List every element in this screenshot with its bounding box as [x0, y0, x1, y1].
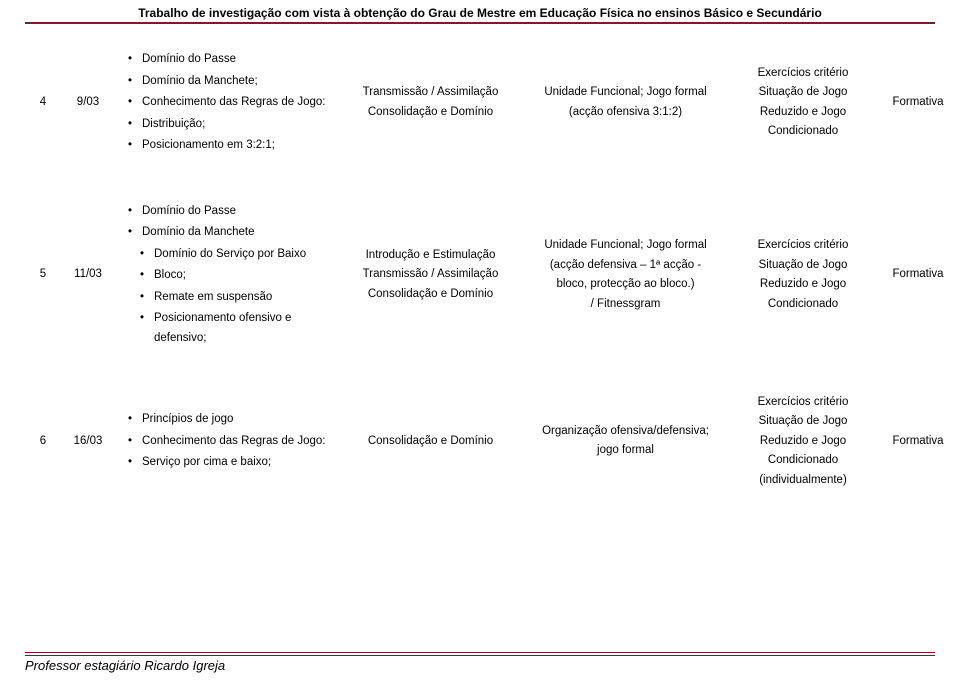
table-row: 4 9/03 Domínio do Passe Domínio da Manch…: [26, 40, 960, 167]
list-item: Conhecimento das Regras de Jogo:: [128, 432, 334, 452]
table-row: 5 11/03 Domínio do Passe Domínio da Manc…: [26, 191, 960, 359]
row-date: 11/03: [61, 191, 116, 359]
list-item: Distribuição;: [128, 115, 334, 135]
func-line: bloco, protecção ao bloco.): [527, 275, 724, 295]
list-item: Princípios de jogo: [128, 410, 334, 430]
row-content: Princípios de jogo Conhecimento das Regr…: [116, 384, 341, 499]
list-item: Conhecimento das Regras de Jogo:: [128, 93, 334, 113]
list-item: Domínio do Passe: [128, 50, 334, 70]
row-content: Domínio do Passe Domínio da Manchete Dom…: [116, 191, 341, 359]
func-line: (acção defensiva – 1ª acção -: [527, 256, 724, 276]
ex-line: Condicionado: [737, 451, 869, 471]
method-line: Transmissão / Assimilação: [347, 265, 514, 285]
func-line: Organização ofensiva/defensiva;: [527, 422, 724, 442]
func-line: Unidade Funcional; Jogo formal: [527, 236, 724, 256]
ex-line: Reduzido e Jogo: [737, 275, 869, 295]
row-content: Domínio do Passe Domínio da Manchete; Co…: [116, 40, 341, 167]
table-row: 6 16/03 Princípios de jogo Conhecimento …: [26, 384, 960, 499]
row-method: Introdução e Estimulação Transmissão / A…: [341, 191, 521, 359]
plan-table: 4 9/03 Domínio do Passe Domínio da Manch…: [25, 39, 960, 499]
list-item: Remate em suspensão: [128, 288, 334, 308]
method-line: Transmissão / Assimilação: [347, 83, 514, 103]
list-item: Bloco;: [128, 266, 334, 286]
ex-line: Situação de Jogo: [737, 83, 869, 103]
ex-line: Condicionado: [737, 122, 869, 142]
row-method: Transmissão / Assimilação Consolidação e…: [341, 40, 521, 167]
ex-line: Exercícios critério: [737, 64, 869, 84]
func-line: (acção ofensiva 3:1:2): [527, 103, 724, 123]
row-form: Formativa: [876, 191, 960, 359]
row-exercises: Exercícios critério Situação de Jogo Red…: [731, 40, 876, 167]
ex-line: Exercícios critério: [737, 393, 869, 413]
row-method: Consolidação e Domínio: [341, 384, 521, 499]
ex-line: Reduzido e Jogo: [737, 103, 869, 123]
func-line: jogo formal: [527, 441, 724, 461]
row-num: 4: [26, 40, 61, 167]
main-content: 4 9/03 Domínio do Passe Domínio da Manch…: [0, 24, 960, 499]
list-item: Posicionamento ofensivo e defensivo;: [128, 309, 334, 348]
page-header: Trabalho de investigação com vista à obt…: [25, 0, 935, 24]
method-line: Consolidação e Domínio: [347, 432, 514, 452]
row-date: 16/03: [61, 384, 116, 499]
row-form: Formativa: [876, 40, 960, 167]
row-num: 5: [26, 191, 61, 359]
row-exercises: Exercícios critério Situação de Jogo Red…: [731, 384, 876, 499]
page-footer: Professor estagiário Ricardo Igreja: [25, 652, 935, 673]
list-item: Domínio da Manchete;: [128, 72, 334, 92]
list-item: Domínio da Manchete: [128, 223, 334, 243]
row-form: Formativa: [876, 384, 960, 499]
ex-line: Condicionado: [737, 295, 869, 315]
row-func: Organização ofensiva/defensiva; jogo for…: [521, 384, 731, 499]
ex-line: Situação de Jogo: [737, 412, 869, 432]
list-item: Domínio do Passe: [128, 202, 334, 222]
list-item: Serviço por cima e baixo;: [128, 453, 334, 473]
row-func: Unidade Funcional; Jogo formal (acção of…: [521, 40, 731, 167]
method-line: Consolidação e Domínio: [347, 103, 514, 123]
method-line: Introdução e Estimulação: [347, 246, 514, 266]
list-item: Domínio do Serviço por Baixo: [128, 245, 334, 265]
func-line: / Fitnessgram: [527, 295, 724, 315]
ex-line: (individualmente): [737, 471, 869, 491]
row-num: 6: [26, 384, 61, 499]
ex-line: Exercícios critério: [737, 236, 869, 256]
row-exercises: Exercícios critério Situação de Jogo Red…: [731, 191, 876, 359]
func-line: Unidade Funcional; Jogo formal: [527, 83, 724, 103]
list-item: Posicionamento em 3:2:1;: [128, 136, 334, 156]
method-line: Consolidação e Domínio: [347, 285, 514, 305]
ex-line: Situação de Jogo: [737, 256, 869, 276]
row-date: 9/03: [61, 40, 116, 167]
ex-line: Reduzido e Jogo: [737, 432, 869, 452]
row-func: Unidade Funcional; Jogo formal (acção de…: [521, 191, 731, 359]
